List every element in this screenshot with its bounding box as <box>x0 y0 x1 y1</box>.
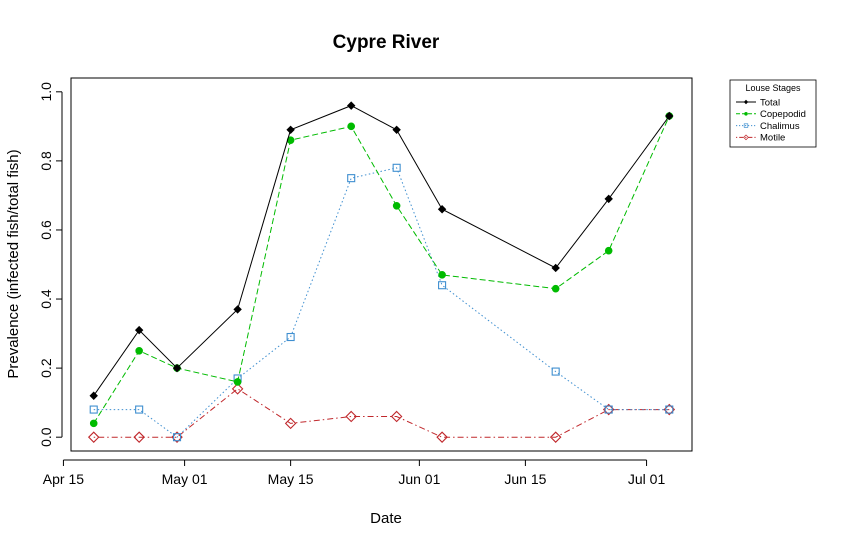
series-total-line <box>93 105 670 396</box>
series-chalimus-point <box>665 405 674 414</box>
y-tick-label: 0.8 <box>38 151 54 171</box>
series-chalimus-point <box>286 332 295 342</box>
series-copepodid-point <box>551 284 560 293</box>
series-motile-point <box>87 431 100 443</box>
legend-label-copepodid: Copepodid <box>760 109 806 120</box>
series-motile-point <box>436 431 448 443</box>
series-chalimus-point <box>172 433 182 442</box>
x-tick-label: May 15 <box>268 471 314 487</box>
legend-title: Louse Stages <box>745 83 801 93</box>
legend-marker-motile <box>743 134 749 141</box>
y-tick-label: 1.0 <box>38 82 54 102</box>
series-motile-point <box>284 417 297 430</box>
x-tick-label: Jul 01 <box>628 471 666 487</box>
series-total-point <box>347 101 356 110</box>
y-tick-label: 0.4 <box>38 289 54 309</box>
series-chalimus-point <box>551 367 560 376</box>
series-copepodid-point <box>604 246 613 255</box>
series-motile-point <box>390 410 403 423</box>
series-total-point <box>392 125 401 135</box>
chart-title: Cypre River <box>333 32 440 53</box>
series-total <box>89 101 674 400</box>
x-tick-label: Jun 15 <box>504 471 546 487</box>
series-motile-point <box>231 383 244 395</box>
series-chalimus-line <box>93 167 670 438</box>
legend-label-motile: Motile <box>760 133 785 144</box>
series-chalimus <box>89 163 674 442</box>
series-total-point <box>665 111 674 121</box>
series-chalimus-point <box>392 163 401 172</box>
x-tick-label: Apr 15 <box>43 471 84 487</box>
series-chalimus-point <box>347 174 356 183</box>
legend-item-motile: Motile <box>736 133 785 144</box>
series-chalimus-point <box>604 405 613 414</box>
series-total-point <box>437 205 447 214</box>
series-chalimus-point <box>89 405 98 414</box>
legend-marker-total <box>743 99 749 105</box>
series-total-point <box>604 194 613 204</box>
x-axis: Apr 15 May 01 May 15 Jun 01 Jun 15 Jul 01 <box>43 459 666 487</box>
series-copepodid-line <box>93 115 670 424</box>
legend-label-total: Total <box>760 97 780 108</box>
series-motile-point <box>549 431 562 443</box>
series-copepodid-point <box>347 122 356 131</box>
series-total-point <box>286 125 295 135</box>
series-total-point <box>172 363 182 373</box>
series-copepodid-point <box>233 378 242 386</box>
y-axis-label: Prevalence (infected fish/total fish) <box>5 149 22 378</box>
legend-label-chalimus: Chalimus <box>760 121 800 132</box>
legend-item-total: Total <box>736 97 780 108</box>
x-tick-label: Jun 01 <box>398 471 440 487</box>
series-copepodid-point <box>135 347 143 355</box>
y-tick-label: 0.2 <box>38 358 54 378</box>
series-motile-line <box>93 388 670 438</box>
y-axis: 0.0 0.2 0.4 0.6 0.8 1.0 <box>38 82 63 447</box>
series-total-point <box>233 305 242 314</box>
series-layer <box>87 101 676 443</box>
x-axis-label: Date <box>370 510 402 527</box>
series-copepodid-point <box>392 201 401 210</box>
y-tick-label: 0.0 <box>38 427 54 447</box>
x-tick-label: May 01 <box>162 471 208 487</box>
series-copepodid-point <box>438 271 446 279</box>
series-total-point <box>134 325 144 335</box>
legend-item-chalimus: Chalimus <box>736 121 800 132</box>
series-total-point <box>89 391 98 400</box>
y-tick-label: 0.6 <box>38 220 54 240</box>
series-chalimus-point <box>135 405 144 414</box>
series-copepodid <box>89 112 674 428</box>
legend-marker-copepodid <box>744 112 748 116</box>
series-total-point <box>551 263 560 273</box>
legend-marker-chalimus <box>743 123 749 128</box>
legend: Louse Stages TotalCopepodidChalimusMotil… <box>729 79 817 148</box>
series-chalimus-point <box>438 281 447 290</box>
plot-area-border <box>70 77 693 452</box>
series-copepodid-point <box>89 419 98 428</box>
series-motile-point <box>133 431 145 443</box>
legend-item-copepodid: Copepodid <box>736 109 806 120</box>
series-motile-point <box>345 410 357 423</box>
